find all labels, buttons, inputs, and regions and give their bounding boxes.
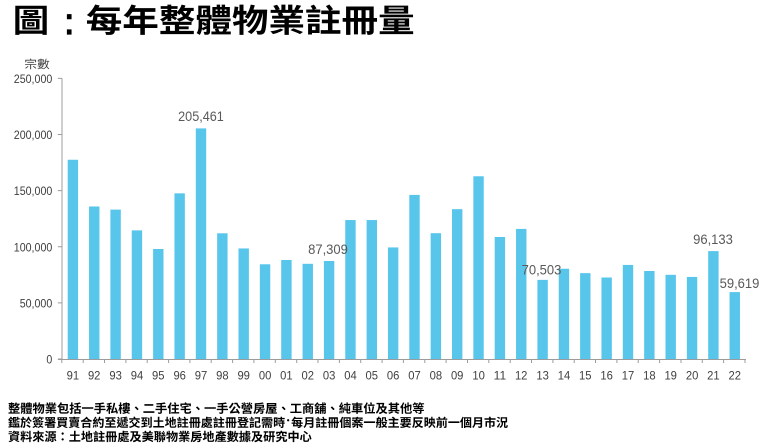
svg-text:14: 14 [558, 368, 571, 382]
svg-text:07: 07 [408, 368, 421, 382]
svg-text:08: 08 [430, 368, 443, 382]
svg-text:17: 17 [622, 368, 635, 382]
svg-text:10: 10 [472, 368, 485, 382]
svg-text:70,503: 70,503 [522, 262, 562, 278]
svg-text:20: 20 [686, 368, 699, 382]
svg-text:22: 22 [729, 368, 742, 382]
svg-text:13: 13 [536, 368, 549, 382]
svg-text:05: 05 [366, 368, 379, 382]
svg-text:200,000: 200,000 [14, 128, 53, 142]
svg-text:96,133: 96,133 [693, 231, 733, 247]
svg-text:01: 01 [280, 368, 293, 382]
svg-text:12: 12 [515, 368, 528, 382]
svg-text:03: 03 [323, 368, 336, 382]
svg-text:93: 93 [109, 368, 122, 382]
svg-text:19: 19 [664, 368, 677, 382]
svg-text:87,309: 87,309 [308, 241, 348, 257]
svg-text:11: 11 [494, 368, 507, 382]
svg-text:18: 18 [643, 368, 656, 382]
svg-text:09: 09 [451, 368, 464, 382]
svg-text:98: 98 [216, 368, 229, 382]
svg-text:50,000: 50,000 [20, 297, 53, 311]
svg-text:16: 16 [600, 368, 613, 382]
svg-text:21: 21 [707, 368, 720, 382]
svg-text:91: 91 [67, 368, 80, 382]
svg-text:96: 96 [173, 368, 186, 382]
svg-text:0: 0 [46, 353, 52, 367]
svg-text:99: 99 [237, 368, 250, 382]
svg-text:00: 00 [259, 368, 272, 382]
svg-text:100,000: 100,000 [14, 240, 53, 254]
svg-text:205,461: 205,461 [178, 108, 224, 124]
svg-text:59,619: 59,619 [720, 275, 760, 291]
svg-text:94: 94 [131, 368, 144, 382]
svg-text:04: 04 [344, 368, 357, 382]
svg-text:97: 97 [195, 368, 208, 382]
svg-text:92: 92 [88, 368, 101, 382]
svg-text:02: 02 [302, 368, 315, 382]
svg-text:15: 15 [579, 368, 592, 382]
svg-text:95: 95 [152, 368, 165, 382]
svg-text:250,000: 250,000 [14, 72, 53, 86]
svg-text:06: 06 [387, 368, 400, 382]
svg-text:150,000: 150,000 [14, 184, 53, 198]
